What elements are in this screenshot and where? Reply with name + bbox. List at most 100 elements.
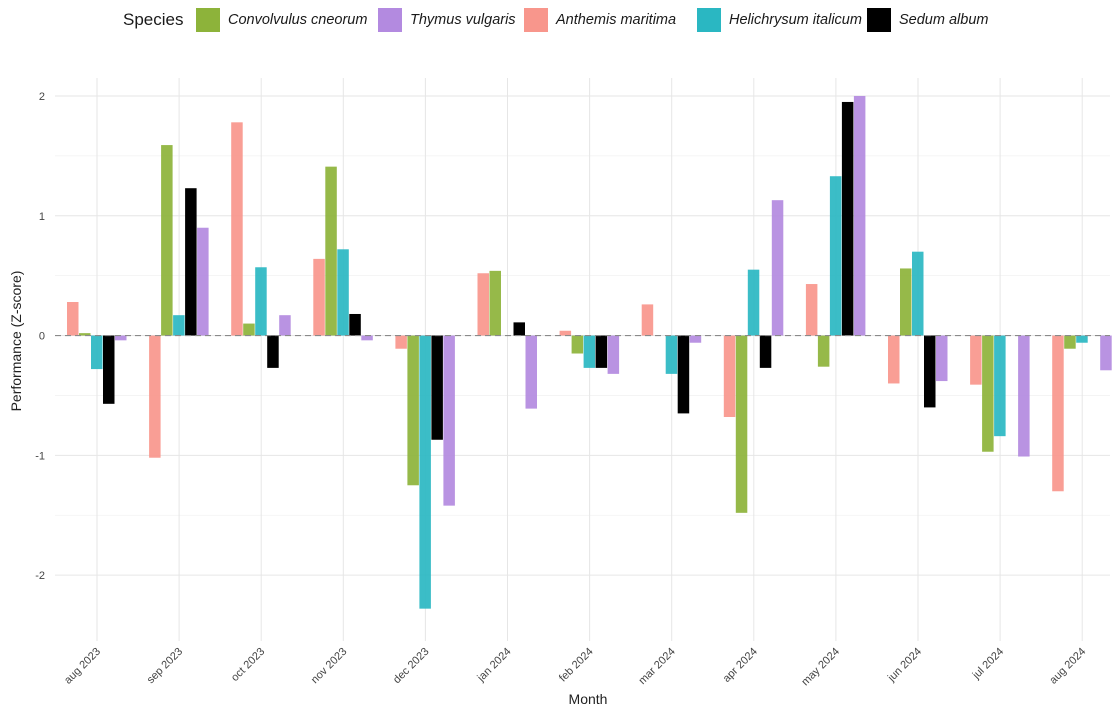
y-tick-label: 0 [39, 331, 45, 343]
bar [431, 335, 443, 440]
bar [115, 335, 127, 341]
bar [1052, 335, 1064, 492]
legend: Species Convolvulus cneorum Thymus vulgar… [0, 0, 1120, 40]
bar [279, 315, 291, 336]
bar [513, 322, 525, 336]
bar [936, 335, 948, 382]
bar [243, 323, 255, 336]
bar [817, 335, 830, 367]
bar [888, 335, 900, 384]
x-tick-label: may 2024 [799, 646, 842, 689]
bar [67, 302, 79, 336]
legend-item: Thymus vulgaris [378, 8, 516, 32]
bar [641, 304, 654, 336]
grid-lines [55, 78, 1110, 641]
bar [91, 335, 103, 370]
bar [559, 330, 572, 336]
legend-label: Anthemis maritima [556, 12, 677, 28]
bar [489, 270, 501, 336]
legend-item: Convolvulus cneorum [196, 8, 367, 32]
bar [443, 335, 455, 506]
bar [841, 101, 854, 336]
bar [337, 249, 349, 336]
bar [361, 335, 373, 341]
bar [759, 335, 772, 368]
x-tick-label: mar 2024 [636, 646, 677, 687]
bar [185, 188, 197, 336]
bar [1076, 335, 1088, 343]
y-tick-labels: -2 -1 0 1 2 [35, 91, 45, 582]
bar [255, 267, 267, 336]
x-tick-label: oct 2023 [229, 646, 267, 684]
bar [161, 145, 173, 336]
bar [583, 335, 596, 368]
bar [197, 227, 209, 336]
bar [805, 284, 818, 336]
bar [853, 95, 866, 336]
legend-label: Thymus vulgaris [410, 12, 516, 28]
x-tick-label: aug 2024 [1047, 646, 1088, 687]
bar [477, 273, 489, 336]
y-tick-label: -1 [35, 450, 45, 462]
bar [982, 335, 994, 452]
x-tick-label: jun 2024 [885, 646, 924, 685]
bar [912, 251, 924, 336]
legend-label: Convolvulus cneorum [228, 12, 368, 28]
y-axis-title: Performance (Z-score) [8, 271, 24, 412]
x-tick-label: apr 2024 [721, 646, 760, 685]
legend-item: Helichrysum italicum [697, 8, 862, 32]
bar [771, 200, 784, 336]
bar [677, 335, 690, 414]
legend-swatch [697, 8, 721, 32]
bar [994, 335, 1006, 437]
bar [735, 335, 748, 513]
bar [829, 176, 842, 336]
bar [231, 122, 243, 336]
x-tick-label: feb 2024 [557, 646, 596, 685]
bar [173, 315, 185, 336]
legend-item: Sedum album [867, 8, 988, 32]
bar [723, 335, 736, 417]
bar [924, 335, 936, 408]
legend-swatch [867, 8, 891, 32]
bar [149, 335, 161, 458]
legend-title: Species [123, 10, 184, 29]
bar [349, 313, 361, 336]
bars [67, 95, 1112, 609]
y-tick-label: -2 [35, 570, 45, 582]
bar [747, 269, 760, 336]
x-tick-label: jul 2024 [970, 646, 1006, 682]
x-tick-label: dec 2023 [391, 646, 431, 686]
legend-label: Sedum album [899, 12, 989, 28]
bar [407, 335, 419, 486]
y-tick-label: 2 [39, 91, 45, 103]
bar [395, 335, 407, 349]
bar [571, 335, 584, 354]
legend-swatch [378, 8, 402, 32]
legend-swatch [196, 8, 220, 32]
legend-item: Anthemis maritima [524, 8, 676, 32]
x-axis-title: Month [569, 691, 608, 707]
bar [325, 166, 337, 336]
x-tick-labels: aug 2023 sep 2023 oct 2023 nov 2023 dec 2023… [62, 646, 1088, 689]
legend-label: Helichrysum italicum [729, 12, 862, 28]
bar [689, 335, 702, 343]
x-tick-label: nov 2023 [309, 646, 349, 686]
bar [970, 335, 982, 385]
bar [595, 335, 608, 368]
x-tick-label: jan 2024 [475, 646, 514, 685]
legend-swatch [524, 8, 548, 32]
bar [900, 268, 912, 336]
bar [1064, 335, 1076, 349]
bar [1100, 335, 1112, 371]
bar [525, 335, 537, 409]
bar [79, 333, 91, 336]
bar [665, 335, 678, 374]
bar [607, 335, 620, 374]
y-tick-label: 1 [39, 211, 45, 223]
bar [267, 335, 279, 368]
bar [103, 335, 115, 404]
bar [1018, 335, 1030, 457]
x-tick-label: aug 2023 [62, 646, 103, 687]
